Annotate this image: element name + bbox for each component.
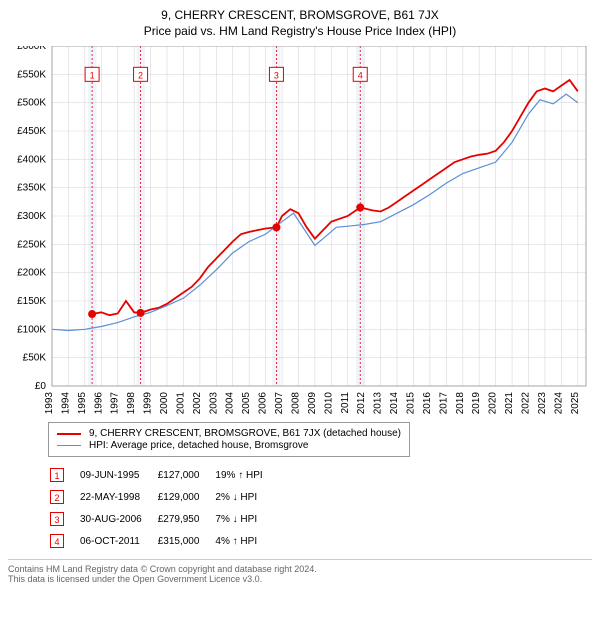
sale-price: £279,950 bbox=[158, 509, 214, 529]
svg-text:2025: 2025 bbox=[570, 392, 581, 415]
svg-text:2009: 2009 bbox=[307, 392, 318, 415]
svg-text:£0: £0 bbox=[35, 381, 47, 392]
svg-text:1995: 1995 bbox=[77, 392, 88, 415]
legend-item: 9, CHERRY CRESCENT, BROMSGROVE, B61 7JX … bbox=[57, 428, 401, 439]
svg-text:2020: 2020 bbox=[488, 392, 499, 415]
sale-date: 09-JUN-1995 bbox=[80, 465, 156, 485]
sale-number-box: 3 bbox=[50, 512, 64, 526]
svg-text:2012: 2012 bbox=[356, 392, 367, 415]
svg-text:£350K: £350K bbox=[17, 183, 46, 194]
legend-item: HPI: Average price, detached house, Brom… bbox=[57, 440, 401, 451]
svg-text:2004: 2004 bbox=[225, 392, 236, 415]
svg-text:2014: 2014 bbox=[389, 392, 400, 415]
svg-text:2023: 2023 bbox=[537, 392, 548, 415]
legend-swatch bbox=[57, 433, 81, 435]
legend-swatch bbox=[57, 445, 81, 446]
svg-text:2018: 2018 bbox=[455, 392, 466, 415]
sale-date: 06-OCT-2011 bbox=[80, 531, 156, 551]
sale-delta: 4% ↑ HPI bbox=[215, 531, 276, 551]
table-row: 3 30-AUG-2006£279,9507% ↓ HPI bbox=[50, 509, 277, 529]
table-row: 4 06-OCT-2011£315,0004% ↑ HPI bbox=[50, 531, 277, 551]
svg-text:1997: 1997 bbox=[110, 392, 121, 415]
svg-text:£500K: £500K bbox=[17, 98, 46, 109]
svg-text:2000: 2000 bbox=[159, 392, 170, 415]
svg-text:2: 2 bbox=[138, 70, 143, 80]
sale-delta: 2% ↓ HPI bbox=[215, 487, 276, 507]
svg-text:2017: 2017 bbox=[438, 392, 449, 415]
svg-text:£550K: £550K bbox=[17, 69, 46, 80]
svg-text:1999: 1999 bbox=[143, 392, 154, 415]
svg-text:£250K: £250K bbox=[17, 239, 46, 250]
svg-text:2024: 2024 bbox=[553, 392, 564, 415]
svg-text:£600K: £600K bbox=[17, 46, 46, 52]
page-title: 9, CHERRY CRESCENT, BROMSGROVE, B61 7JX bbox=[8, 8, 592, 22]
svg-text:2002: 2002 bbox=[192, 392, 203, 415]
footer-line1: Contains HM Land Registry data © Crown c… bbox=[8, 564, 592, 574]
svg-text:2016: 2016 bbox=[422, 392, 433, 415]
sale-price: £127,000 bbox=[158, 465, 214, 485]
svg-text:2013: 2013 bbox=[373, 392, 384, 415]
sale-delta: 19% ↑ HPI bbox=[215, 465, 276, 485]
svg-text:£300K: £300K bbox=[17, 211, 46, 222]
svg-text:2007: 2007 bbox=[274, 392, 285, 415]
svg-text:1993: 1993 bbox=[44, 392, 55, 415]
sales-table: 1 09-JUN-1995£127,00019% ↑ HPI 2 22-MAY-199… bbox=[48, 463, 279, 553]
svg-text:2005: 2005 bbox=[241, 392, 252, 415]
svg-text:2008: 2008 bbox=[290, 392, 301, 415]
svg-text:1994: 1994 bbox=[60, 392, 71, 415]
svg-text:£100K: £100K bbox=[17, 324, 46, 335]
svg-text:2015: 2015 bbox=[405, 392, 416, 415]
legend-label: 9, CHERRY CRESCENT, BROMSGROVE, B61 7JX … bbox=[89, 428, 401, 439]
sale-price: £129,000 bbox=[158, 487, 214, 507]
svg-text:3: 3 bbox=[274, 70, 279, 80]
svg-text:£450K: £450K bbox=[17, 126, 46, 137]
footer-line2: This data is licensed under the Open Gov… bbox=[8, 574, 592, 584]
svg-text:1998: 1998 bbox=[126, 392, 137, 415]
sale-date: 30-AUG-2006 bbox=[80, 509, 156, 529]
svg-text:1: 1 bbox=[90, 70, 95, 80]
legend-label: HPI: Average price, detached house, Brom… bbox=[89, 440, 308, 451]
svg-text:£150K: £150K bbox=[17, 296, 46, 307]
svg-text:2021: 2021 bbox=[504, 392, 515, 415]
svg-text:2019: 2019 bbox=[471, 392, 482, 415]
svg-text:£200K: £200K bbox=[17, 268, 46, 279]
svg-text:4: 4 bbox=[358, 70, 363, 80]
svg-text:2022: 2022 bbox=[520, 392, 531, 415]
svg-text:2010: 2010 bbox=[323, 392, 334, 415]
page-subtitle: Price paid vs. HM Land Registry's House … bbox=[8, 24, 592, 38]
svg-text:2001: 2001 bbox=[175, 392, 186, 415]
svg-text:2003: 2003 bbox=[208, 392, 219, 415]
price-chart: £0 £50K £100K £150K £200K £250K £300K £350K £400… bbox=[8, 46, 592, 416]
svg-text:1996: 1996 bbox=[93, 392, 104, 415]
table-row: 2 22-MAY-1998£129,0002% ↓ HPI bbox=[50, 487, 277, 507]
svg-text:2006: 2006 bbox=[258, 392, 269, 415]
sale-number-box: 4 bbox=[50, 534, 64, 548]
sale-date: 22-MAY-1998 bbox=[80, 487, 156, 507]
sale-price: £315,000 bbox=[158, 531, 214, 551]
footer: Contains HM Land Registry data © Crown c… bbox=[8, 559, 592, 584]
sale-number-box: 1 bbox=[50, 468, 64, 482]
sale-number-box: 2 bbox=[50, 490, 64, 504]
svg-text:2011: 2011 bbox=[340, 392, 351, 414]
sale-delta: 7% ↓ HPI bbox=[215, 509, 276, 529]
svg-text:£400K: £400K bbox=[17, 154, 46, 165]
legend: 9, CHERRY CRESCENT, BROMSGROVE, B61 7JX … bbox=[48, 422, 410, 457]
svg-text:£50K: £50K bbox=[23, 353, 47, 364]
table-row: 1 09-JUN-1995£127,00019% ↑ HPI bbox=[50, 465, 277, 485]
